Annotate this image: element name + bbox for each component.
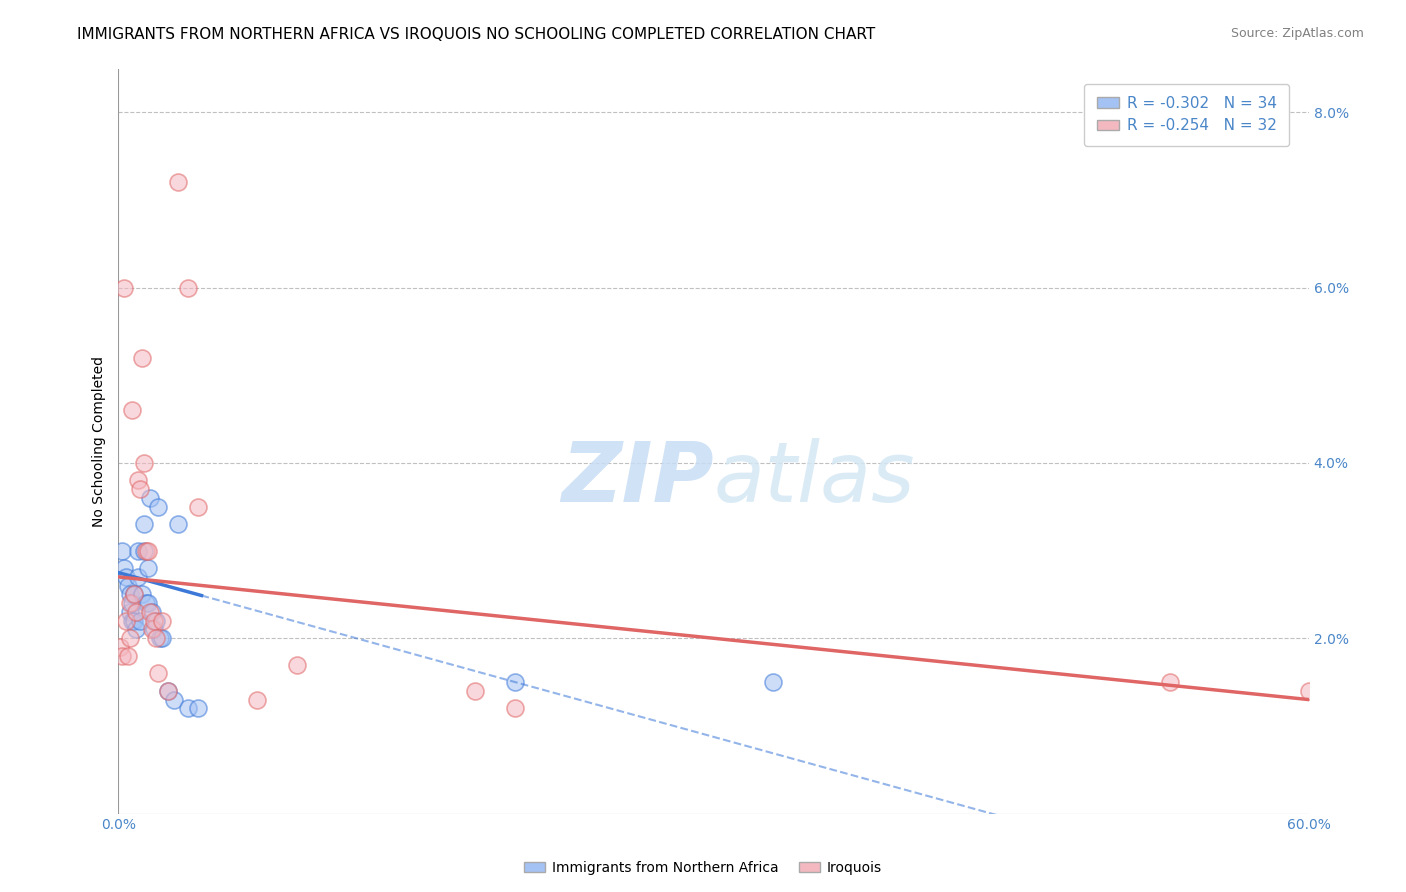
Point [135, 596, 157, 610]
Point [125, 623, 148, 637]
Point [117, 579, 139, 593]
Point [146, 666, 169, 681]
Y-axis label: No Schooling Completed: No Schooling Completed [93, 356, 107, 526]
Point [503, 701, 526, 715]
Point [145, 632, 167, 646]
Point [127, 543, 149, 558]
Point [122, 614, 145, 628]
Point [112, 561, 135, 575]
Point [125, 605, 148, 619]
Point [131, 351, 153, 365]
Point [150, 632, 173, 646]
Point [111, 543, 134, 558]
Text: atlas: atlas [713, 438, 915, 519]
Point [139, 491, 162, 505]
Point [246, 692, 269, 706]
Point [166, 176, 188, 190]
Point [111, 648, 134, 663]
Point [135, 543, 157, 558]
Point [141, 605, 163, 619]
Point [127, 474, 149, 488]
Point [129, 482, 152, 496]
Point [112, 280, 135, 294]
Point [1298, 683, 1320, 698]
Point [121, 596, 143, 610]
Point [132, 456, 155, 470]
Point [156, 683, 179, 698]
Point [127, 570, 149, 584]
Point [121, 403, 143, 417]
Point [118, 605, 141, 619]
Point [150, 614, 173, 628]
Point [121, 614, 143, 628]
Point [108, 640, 131, 654]
Point [115, 570, 138, 584]
Point [142, 614, 165, 628]
Point [163, 692, 186, 706]
Point [186, 500, 208, 514]
Point [176, 701, 198, 715]
Point [118, 596, 141, 610]
Point [122, 587, 145, 601]
Point [149, 632, 172, 646]
Point [464, 683, 486, 698]
Point [146, 500, 169, 514]
Point [166, 517, 188, 532]
Point [118, 632, 141, 646]
Point [762, 675, 785, 690]
Point [1159, 675, 1181, 690]
Text: Source: ZipAtlas.com: Source: ZipAtlas.com [1230, 27, 1364, 40]
Point [136, 596, 159, 610]
Legend: Immigrants from Northern Africa, Iroquois: Immigrants from Northern Africa, Iroquoi… [519, 855, 887, 880]
Legend: R = -0.302   N = 34, R = -0.254   N = 32: R = -0.302 N = 34, R = -0.254 N = 32 [1084, 84, 1289, 145]
Point [118, 587, 141, 601]
Text: IMMIGRANTS FROM NORTHERN AFRICA VS IROQUOIS NO SCHOOLING COMPLETED CORRELATION C: IMMIGRANTS FROM NORTHERN AFRICA VS IROQU… [77, 27, 876, 42]
Point [115, 614, 138, 628]
Point [136, 543, 159, 558]
Point [142, 623, 165, 637]
Point [122, 587, 145, 601]
Text: ZIP: ZIP [561, 438, 713, 519]
Point [176, 280, 198, 294]
Point [129, 614, 152, 628]
Point [117, 648, 139, 663]
Point [132, 517, 155, 532]
Point [136, 561, 159, 575]
Point [156, 683, 179, 698]
Point [145, 614, 167, 628]
Point [186, 701, 208, 715]
Point [132, 543, 155, 558]
Point [139, 605, 162, 619]
Point [131, 587, 153, 601]
Point [285, 657, 308, 672]
Point [503, 675, 526, 690]
Point [141, 623, 163, 637]
